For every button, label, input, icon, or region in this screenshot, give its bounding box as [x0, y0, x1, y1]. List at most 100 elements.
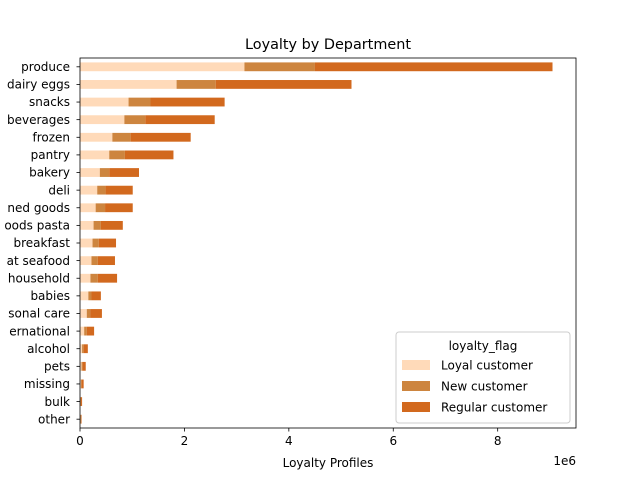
- y-tick-label-pets: pets: [44, 360, 70, 374]
- bar-alcohol-new-customer: [82, 344, 84, 354]
- x-ticks: 0 2 4 6 8: [76, 428, 502, 448]
- bar-bulk-new-customer: [80, 397, 82, 406]
- legend-entries: Loyal customer New customer Regular custom…: [402, 359, 547, 415]
- y-tick-label-deli: deli: [48, 183, 70, 197]
- legend-label-loyal-customer: Loyal customer: [441, 359, 533, 373]
- y-tick-label-beverages: beverages: [7, 113, 70, 127]
- bar-meat-seafood-loyal-customer: [80, 256, 92, 266]
- bar-international-regular-customer: [86, 326, 95, 336]
- bar-canned-goods-loyal-customer: [80, 203, 96, 213]
- bar-deli-new-customer: [97, 185, 106, 195]
- bar-household-new-customer: [90, 273, 98, 283]
- y-tick-label-bulk: bulk: [44, 395, 70, 409]
- y-tick-label-dairy-eggs: dairy eggs: [7, 78, 70, 92]
- bar-dry-goods-pasta-new-customer: [93, 220, 101, 230]
- legend-label-new-customer: New customer: [441, 380, 528, 394]
- bar-dry-goods-pasta-regular-customer: [100, 220, 123, 230]
- x-offset-label: 1e6: [553, 454, 576, 468]
- bar-personal-care-loyal-customer: [80, 309, 87, 318]
- y-tick-label-meat-seafood: at seafood: [7, 254, 70, 268]
- bar-beverages-loyal-customer: [80, 115, 125, 125]
- y-ticks: produce dairy eggs snacks beverages frozen pa…: [4, 60, 80, 426]
- bar-household-loyal-customer: [80, 273, 91, 283]
- bar-missing-loyal-customer: [80, 379, 82, 389]
- bar-produce-regular-customer: [314, 62, 553, 72]
- bar-bakery-loyal-customer: [80, 168, 100, 177]
- bar-frozen-regular-customer: [130, 132, 191, 142]
- bar-personal-care-regular-customer: [90, 309, 102, 318]
- bar-produce-new-customer: [244, 62, 315, 72]
- y-tick-label-produce: produce: [21, 60, 70, 74]
- bar-bakery-regular-customer: [109, 168, 139, 177]
- bar-bulk-regular-customer: [81, 397, 83, 406]
- y-tick-label-household: household: [8, 271, 70, 285]
- bar-dairy-eggs-regular-customer: [215, 80, 352, 89]
- bar-other-new-customer: [80, 414, 82, 424]
- bar-babies-loyal-customer: [80, 291, 89, 301]
- bar-international-new-customer: [84, 326, 87, 336]
- bar-alcohol-regular-customer: [83, 344, 88, 354]
- legend-swatch-new-customer: [402, 381, 430, 391]
- bar-deli-regular-customer: [105, 185, 133, 195]
- x-tick-label: 2: [181, 434, 189, 448]
- bar-alcohol-loyal-customer: [80, 344, 83, 354]
- y-tick-label-missing: missing: [24, 377, 70, 391]
- bar-pantry-loyal-customer: [80, 150, 110, 160]
- bar-beverages-regular-customer: [145, 115, 215, 125]
- bar-other-regular-customer: [81, 414, 82, 424]
- legend-swatch-regular-customer: [402, 402, 430, 412]
- bar-breakfast-loyal-customer: [80, 238, 93, 248]
- bar-canned-goods-new-customer: [95, 203, 106, 213]
- bar-pets-regular-customer: [82, 361, 86, 371]
- bar-pantry-new-customer: [109, 150, 125, 160]
- bar-babies-regular-customer: [91, 291, 101, 301]
- y-tick-label-canned-goods: ned goods: [7, 201, 70, 215]
- legend-title: loyalty_flag: [449, 339, 518, 353]
- bar-canned-goods-regular-customer: [105, 203, 133, 213]
- legend-swatch-loyal-customer: [402, 360, 430, 370]
- bar-babies-new-customer: [88, 291, 92, 301]
- bar-dairy-eggs-new-customer: [176, 80, 216, 89]
- y-tick-label-bakery: bakery: [29, 166, 70, 180]
- bar-beverages-new-customer: [124, 115, 146, 125]
- y-tick-label-personal-care: sonal care: [8, 307, 70, 321]
- bar-meat-seafood-regular-customer: [97, 256, 115, 266]
- x-tick-label: 6: [389, 434, 397, 448]
- bar-frozen-new-customer: [112, 132, 131, 142]
- bar-breakfast-regular-customer: [98, 238, 117, 248]
- bar-deli-loyal-customer: [80, 185, 98, 195]
- x-axis-label: Loyalty Profiles: [283, 456, 374, 470]
- legend: loyalty_flag Loyal customer New customer R…: [395, 331, 571, 424]
- bar-produce-loyal-customer: [80, 62, 245, 72]
- bar-snacks-new-customer: [128, 97, 151, 107]
- bar-dairy-eggs-loyal-customer: [80, 80, 177, 89]
- bar-bakery-new-customer: [99, 168, 110, 177]
- bar-snacks-regular-customer: [150, 97, 225, 107]
- y-tick-label-alcohol: alcohol: [27, 342, 70, 356]
- y-tick-label-other: other: [38, 412, 70, 426]
- x-tick-label: 8: [494, 434, 502, 448]
- bar-meat-seafood-new-customer: [91, 256, 98, 266]
- y-tick-label-pantry: pantry: [31, 148, 70, 162]
- bar-dry-goods-pasta-loyal-customer: [80, 220, 94, 230]
- bar-frozen-loyal-customer: [80, 132, 113, 142]
- y-tick-label-snacks: snacks: [29, 95, 70, 109]
- legend-label-regular-customer: Regular customer: [441, 401, 547, 415]
- bar-pantry-regular-customer: [124, 150, 174, 160]
- bar-pets-loyal-customer: [80, 361, 82, 371]
- y-tick-label-breakfast: breakfast: [13, 236, 70, 250]
- bar-missing-regular-customer: [81, 379, 84, 389]
- bar-pets-new-customer: [81, 361, 83, 371]
- x-tick-label: 0: [76, 434, 84, 448]
- y-tick-label-dry-goods-pasta: oods pasta: [4, 219, 70, 233]
- bars-group: [80, 62, 553, 424]
- chart-title: Loyalty by Department: [245, 37, 411, 53]
- bar-missing-new-customer: [81, 379, 82, 389]
- bar-international-loyal-customer: [80, 326, 85, 336]
- bar-personal-care-new-customer: [86, 309, 91, 318]
- bar-breakfast-new-customer: [92, 238, 99, 248]
- y-tick-label-frozen: frozen: [32, 130, 70, 144]
- bar-snacks-loyal-customer: [80, 97, 129, 107]
